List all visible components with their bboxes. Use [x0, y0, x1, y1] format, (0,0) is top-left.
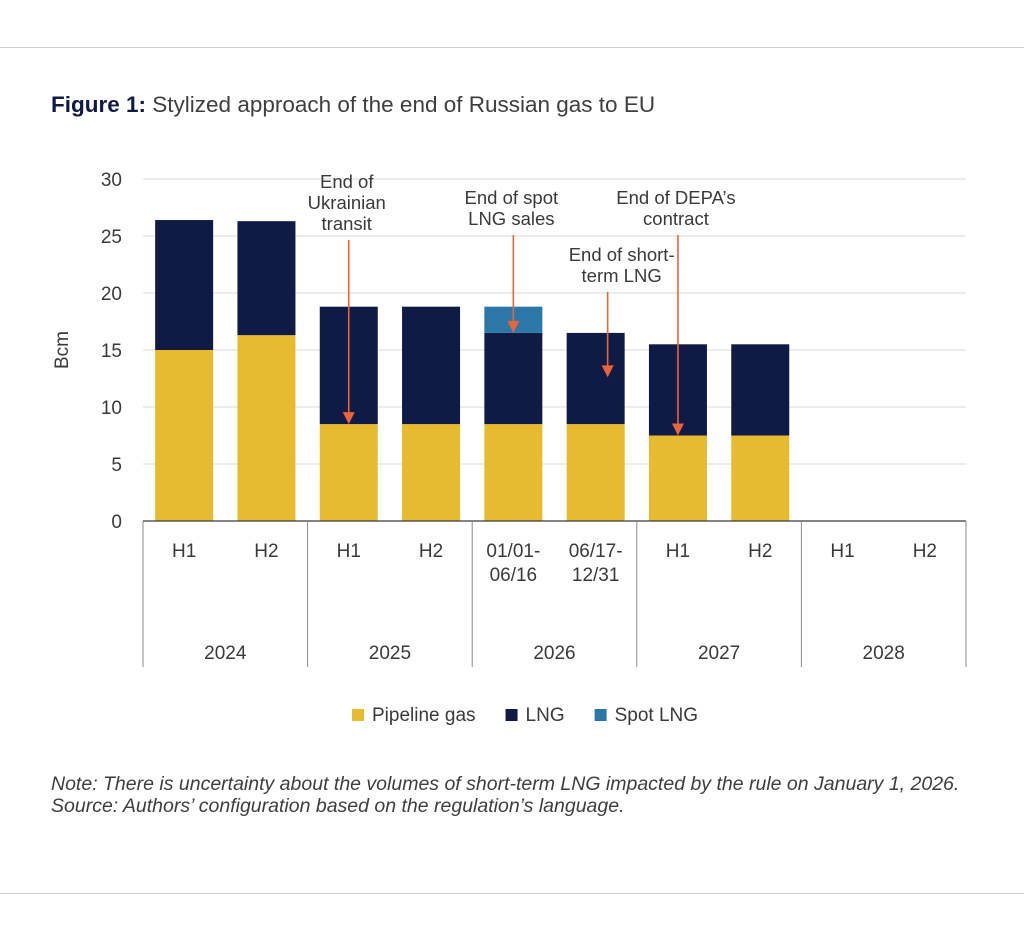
x-tick-label: H1	[337, 541, 361, 562]
bar-pipeline-gas	[484, 424, 543, 521]
y-tick-label: 10	[101, 398, 122, 419]
top-divider	[0, 47, 1024, 48]
figure-notes: Note: There is uncertainty about the vol…	[51, 773, 981, 817]
x-group-label: 2024	[204, 643, 247, 664]
legend-label: Pipeline gas	[372, 705, 476, 726]
y-tick-label: 20	[101, 284, 122, 305]
x-group-label: 2026	[533, 643, 575, 664]
x-tick-label: 06/17-12/31	[569, 541, 623, 586]
x-group-label: 2028	[863, 643, 905, 664]
bar-pipeline-gas	[155, 350, 214, 521]
source-text: Source: Authors’ configuration based on …	[51, 795, 625, 817]
annotation-short-term: End of short-term LNG	[569, 244, 675, 286]
bar-lng	[237, 221, 296, 336]
bar-lng	[155, 220, 214, 350]
figure-title-text: Stylized approach of the end of Russian …	[152, 92, 656, 117]
annotation-arrowhead-spot	[507, 320, 520, 333]
y-tick-label: 15	[101, 341, 122, 362]
y-axis-label: Bcm	[52, 331, 73, 369]
annotation-arrowhead-depa	[671, 423, 684, 436]
bar-pipeline-gas	[237, 335, 296, 521]
bar-pipeline-gas	[648, 435, 707, 521]
note-text: Note: There is uncertainty about the vol…	[51, 773, 960, 795]
x-tick-label: H2	[419, 541, 443, 562]
bar-lng	[402, 306, 461, 425]
legend-label: LNG	[526, 705, 565, 726]
annotation-depa: End of DEPA’s contract	[616, 187, 735, 229]
legend-label: Spot LNG	[615, 705, 698, 726]
bar-pipeline-gas	[731, 435, 790, 521]
x-tick-label: H1	[172, 541, 196, 562]
x-group-label: 2025	[369, 643, 411, 664]
bar-pipeline-gas	[566, 424, 625, 521]
legend-swatch	[505, 709, 518, 721]
bar-pipeline-gas	[402, 424, 461, 521]
y-tick-label: 25	[101, 227, 122, 248]
bar-pipeline-gas	[319, 424, 378, 521]
legend-swatch	[594, 709, 607, 721]
bar-lng	[484, 332, 543, 425]
annotation-spot: End of spot LNG sales	[465, 187, 559, 229]
figure-title: Figure 1: Stylized approach of the end o…	[51, 92, 655, 118]
annotation-arrowhead-ukrainian	[342, 412, 355, 425]
x-tick-label: H2	[254, 541, 278, 562]
bar-lng	[731, 344, 790, 436]
x-tick-label: H2	[748, 541, 772, 562]
bar-lng	[566, 332, 625, 425]
y-tick-label: 0	[111, 512, 122, 533]
figure-title-lead: Figure 1:	[51, 92, 147, 117]
x-group-label: 2027	[698, 643, 740, 664]
y-tick-label: 5	[111, 455, 122, 476]
y-tick-label: 30	[101, 170, 122, 191]
annotation-arrowhead-short-term	[601, 365, 614, 378]
x-tick-label: H2	[913, 541, 937, 562]
bottom-divider	[0, 893, 1024, 894]
x-tick-label: H1	[666, 541, 690, 562]
annotation-ukrainian: End of Ukrainian transit	[308, 171, 386, 234]
x-tick-label: H1	[830, 541, 854, 562]
x-tick-label: 01/01-06/16	[486, 541, 540, 586]
legend-swatch	[352, 709, 364, 721]
